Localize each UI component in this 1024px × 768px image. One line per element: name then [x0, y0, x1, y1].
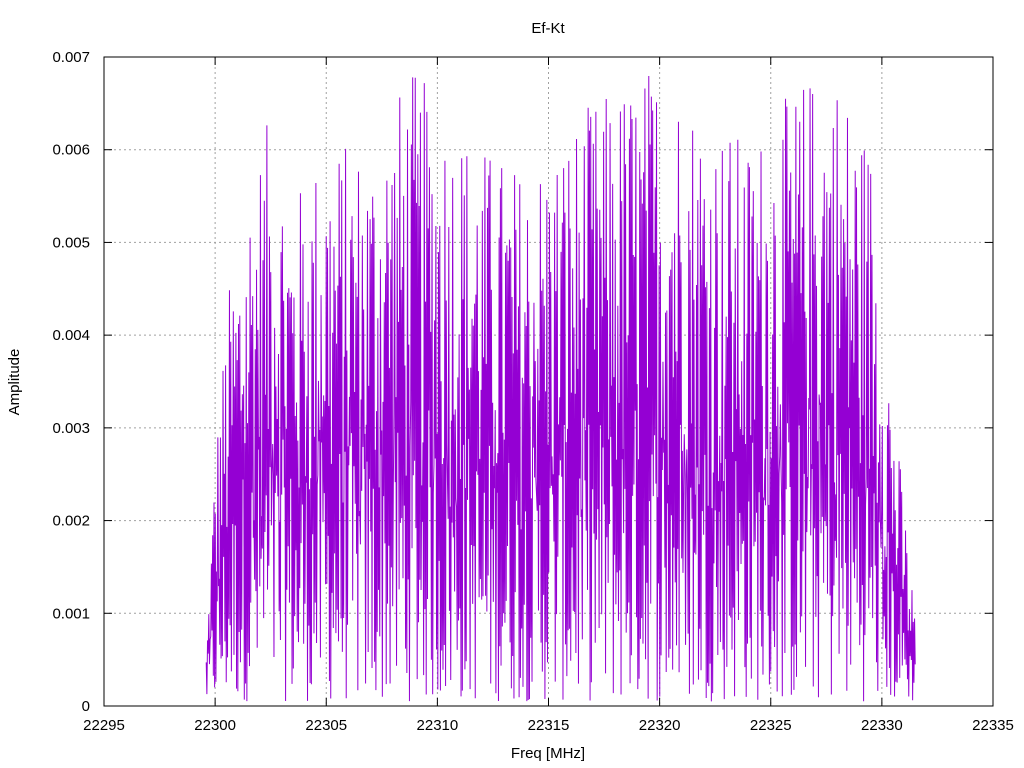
x-tick-label: 22310	[417, 717, 459, 734]
y-tick-label: 0.002	[52, 513, 90, 530]
x-tick-label: 22325	[750, 717, 792, 734]
chart-title: Ef-Kt	[531, 20, 565, 37]
y-tick-label: 0.007	[52, 49, 90, 66]
y-tick-label: 0.004	[52, 327, 90, 344]
y-tick-label: 0.006	[52, 142, 90, 159]
x-tick-label: 22315	[528, 717, 570, 734]
x-tick-label: 22335	[972, 717, 1014, 734]
x-axis-title: Freq [MHz]	[511, 745, 585, 762]
y-tick-label: 0.003	[52, 420, 90, 437]
tick-layer: 22295 22300 22305 22310 22315 22320 22325 22330…	[52, 49, 1013, 734]
y-axis-title: Amplitude	[6, 349, 23, 416]
x-tick-label: 22300	[194, 717, 236, 734]
y-tick-label: 0.005	[52, 234, 90, 251]
y-tick-label: 0.001	[52, 605, 90, 622]
x-tick-label: 22305	[305, 717, 347, 734]
series-line	[205, 76, 916, 702]
x-tick-label: 22295	[83, 717, 125, 734]
x-tick-label: 22330	[861, 717, 903, 734]
series-layer	[205, 76, 916, 702]
x-tick-label: 22320	[639, 717, 681, 734]
y-tick-label: 0	[82, 698, 90, 715]
